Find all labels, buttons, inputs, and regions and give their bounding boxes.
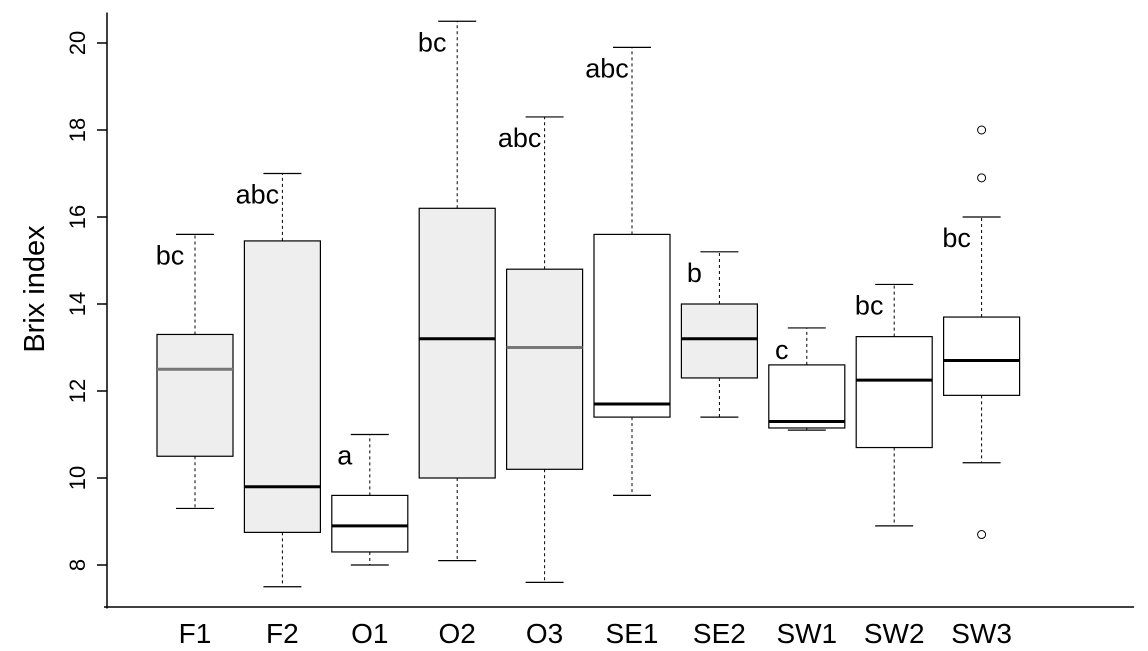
y-tick-label: 12 — [65, 379, 90, 403]
box-body — [156, 333, 234, 457]
box-body — [243, 240, 321, 533]
box-se2: b — [680, 251, 759, 418]
x-tick-label: O2 — [439, 618, 476, 649]
y-tick-label: 20 — [65, 31, 90, 55]
box-f2: abc — [236, 172, 321, 588]
significance-letter: abc — [236, 180, 280, 210]
x-tick-label: F2 — [266, 618, 299, 649]
box-o1: a — [331, 433, 409, 566]
box-body — [593, 233, 671, 418]
x-tick-label: F1 — [179, 618, 212, 649]
box-sw1: c — [768, 327, 846, 431]
x-tick-label: SE1 — [606, 618, 659, 649]
box-o2: bc — [418, 20, 496, 562]
y-tick-label: 18 — [65, 118, 90, 142]
significance-letter: bc — [855, 290, 884, 320]
box-body — [855, 336, 933, 449]
x-tick-label: SW1 — [776, 618, 837, 649]
significance-letter: a — [337, 441, 353, 471]
y-tick-label: 16 — [65, 205, 90, 229]
x-tick-label: SW2 — [864, 618, 925, 649]
box-body — [418, 207, 496, 479]
box-body — [506, 268, 584, 470]
box-o3: abc — [498, 116, 584, 584]
box-f1: bc — [156, 233, 234, 510]
box-body — [942, 316, 1021, 396]
significance-letter: c — [775, 335, 789, 365]
box-sw3: bc — [942, 125, 1021, 540]
significance-letter: bc — [418, 27, 447, 57]
outlier-point — [977, 530, 987, 540]
x-tick-label: SE2 — [693, 618, 746, 649]
outlier-point — [977, 125, 987, 135]
box-body — [331, 494, 409, 553]
x-tick-label: O3 — [526, 618, 563, 649]
significance-letter: abc — [585, 53, 629, 83]
box-se1: abc — [585, 46, 671, 496]
y-tick-label: 8 — [65, 559, 90, 571]
y-tick-label: 14 — [65, 292, 90, 316]
x-tick-labels: F1 F2 O1 O2 O3 SE1 SE2 SW1 SW2 SW3 — [179, 618, 1012, 649]
significance-letter: abc — [498, 123, 542, 153]
x-tick-label: SW3 — [951, 618, 1012, 649]
y-tick-label: 10 — [65, 466, 90, 490]
box-sw2: bc — [855, 283, 933, 527]
box-body — [768, 364, 846, 429]
significance-letter: bc — [942, 223, 971, 253]
significance-letter: b — [687, 258, 702, 288]
significance-letter: bc — [156, 240, 185, 270]
y-axis: 8 10 12 14 16 18 20 — [65, 12, 108, 609]
x-tick-label: O1 — [351, 618, 388, 649]
y-axis-label: Brix index — [19, 225, 51, 353]
outlier-point — [977, 173, 987, 183]
box-body — [680, 303, 759, 379]
